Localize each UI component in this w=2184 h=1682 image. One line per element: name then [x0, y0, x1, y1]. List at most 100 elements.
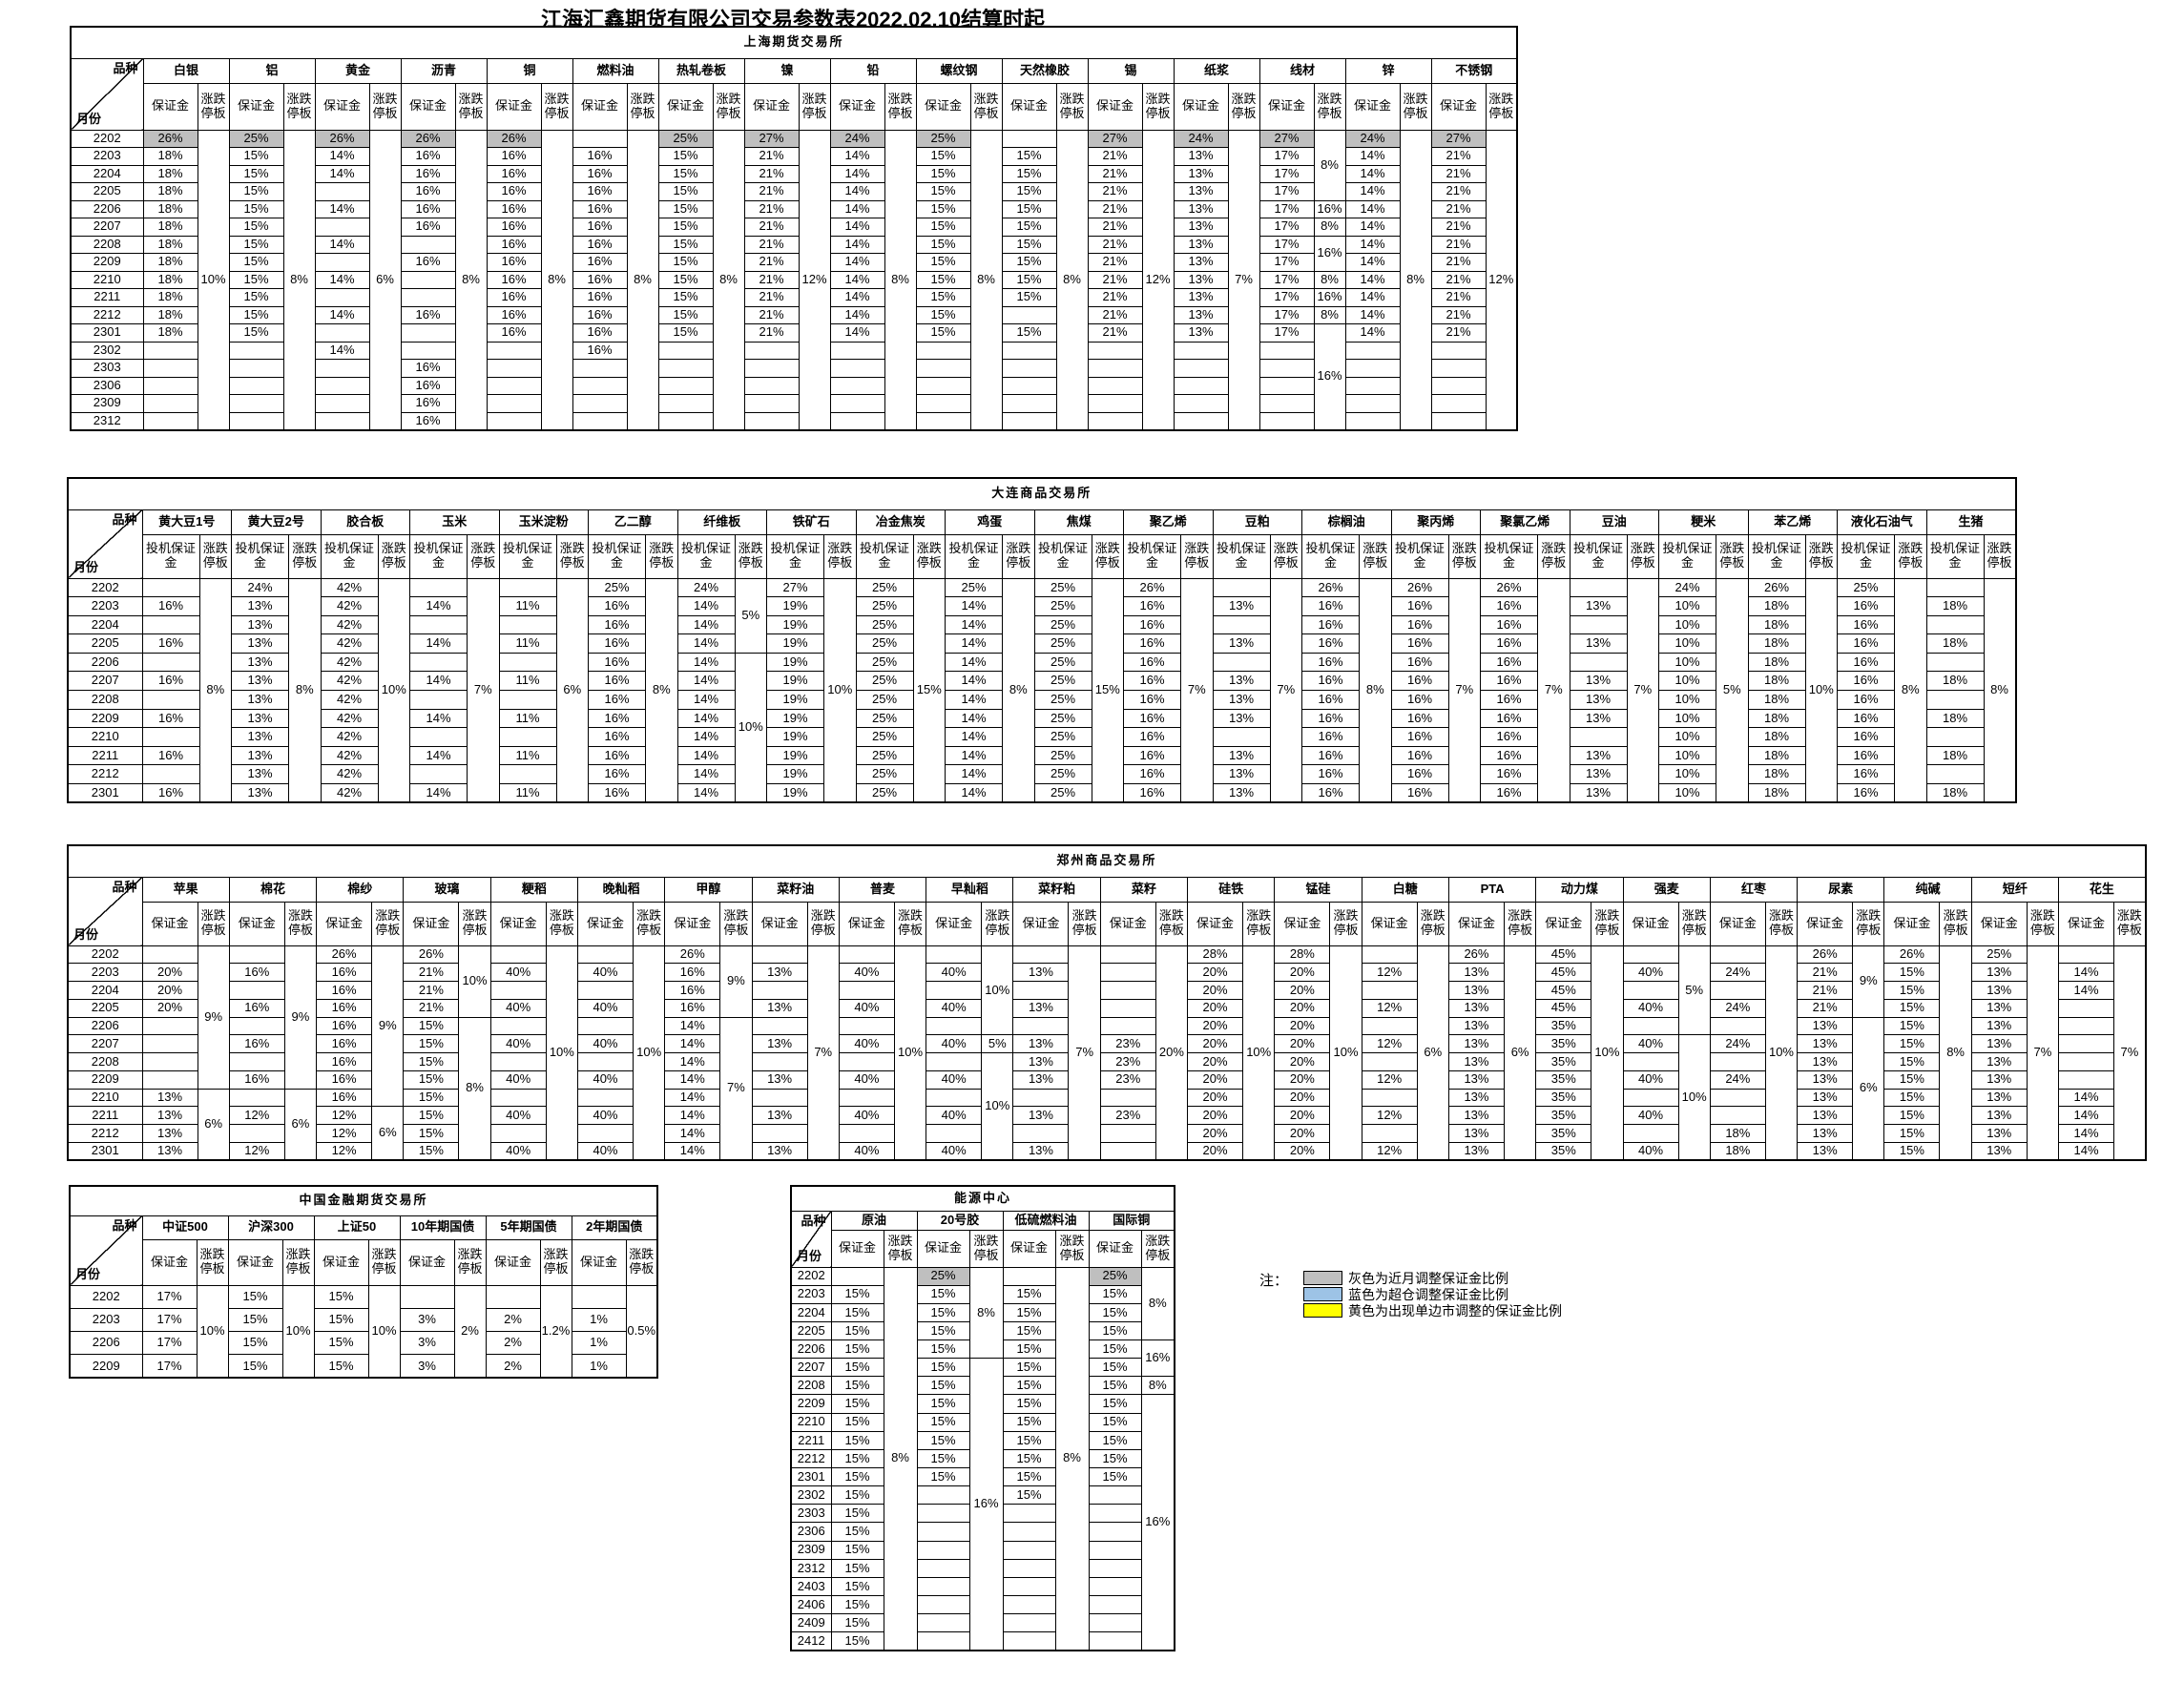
margin-cell: [1344, 394, 1401, 413]
limit-cell: 8%: [1399, 129, 1432, 430]
margin-cell: [498, 577, 557, 598]
table-cffex: 中国金融期货交易所 品种 月份 中证500 沪深300 上证50 10年期国债 5年期国债 2年…: [69, 1185, 658, 1380]
margin-cell: 45%: [1535, 981, 1592, 1000]
margin-cell: 14%: [2058, 1088, 2115, 1108]
limit-header: 涨跌停板: [1091, 533, 1124, 579]
margin-cell: [228, 394, 284, 413]
margin-cell: 13%: [1012, 998, 1070, 1018]
margin-cell: 16%: [400, 182, 456, 201]
limit-header: 涨跌停板: [806, 901, 840, 946]
margin-cell: [1622, 1124, 1679, 1143]
margin-cell: 13%: [1173, 199, 1229, 218]
margin-cell: 18%: [142, 235, 198, 254]
margin-cell: 42%: [320, 614, 379, 635]
margin-cell: 20%: [1274, 1034, 1331, 1053]
limit-cell: 6%: [1852, 1016, 1885, 1161]
margin-cell: 16%: [486, 288, 542, 307]
limit-header: 涨跌停板: [1677, 901, 1711, 946]
margin-cell: 14%: [2058, 1124, 2115, 1143]
margin-cell: 13%: [1212, 633, 1271, 654]
commodity-name: 棉花: [228, 876, 318, 903]
margin-cell: 15%: [1001, 235, 1057, 254]
margin-cell: [1099, 981, 1156, 1000]
margin-header: 保证金: [1001, 82, 1057, 131]
margin-cell: 26%: [1123, 577, 1181, 598]
margin-cell: 25%: [1033, 690, 1092, 710]
margin-cell: 15%: [916, 1302, 970, 1322]
margin-cell: 15%: [1002, 1394, 1056, 1414]
month-cell: 2303: [790, 1504, 832, 1524]
margin-cell: 14%: [2058, 1141, 2115, 1161]
margin-cell: [838, 981, 895, 1000]
margin-cell: 15%: [228, 288, 284, 307]
month-cell: 2208: [67, 1052, 143, 1071]
margin-cell: 16%: [1480, 690, 1538, 710]
margin-header: 保证金: [485, 1238, 541, 1286]
limit-header: 涨跌停板: [283, 901, 318, 946]
margin-cell: 11%: [498, 745, 557, 766]
margin-cell: 19%: [766, 708, 824, 729]
margin-cell: 14%: [1344, 253, 1401, 272]
margin-cell: 40%: [489, 1034, 547, 1053]
margin-cell: [1622, 945, 1679, 965]
margin-cell: [498, 690, 557, 710]
margin-cell: 13%: [1447, 981, 1505, 1000]
margin-cell: 13%: [1212, 596, 1271, 616]
margin-cell: [743, 394, 800, 413]
margin-cell: 13%: [141, 1106, 198, 1125]
margin-cell: 14%: [314, 305, 370, 324]
legend-label: 灰色为近月调整保证金比例: [1348, 1270, 1508, 1286]
margin-cell: [489, 945, 547, 965]
margin-cell: 14%: [314, 164, 370, 183]
margin-cell: 13%: [1797, 1124, 1854, 1143]
margin-cell: 15%: [228, 305, 284, 324]
margin-cell: 15%: [1002, 1485, 1056, 1505]
margin-cell: 40%: [838, 1069, 895, 1090]
corner-variety-label: 品种: [801, 1213, 826, 1228]
margin-cell: 16%: [1301, 690, 1360, 710]
margin-cell: 12%: [1361, 1069, 1418, 1090]
margin-cell: [1087, 394, 1143, 413]
limit-header: 涨跌停板: [1537, 533, 1570, 579]
margin-cell: 13%: [1797, 1069, 1854, 1090]
limit-header: 涨跌停板: [1180, 533, 1214, 579]
limit-cell: 16%: [1313, 323, 1346, 430]
margin-cell: 16%: [572, 253, 628, 272]
month-cell: 2207: [790, 1358, 832, 1378]
limit-header: 涨跌停板: [719, 901, 753, 946]
margin-cell: 40%: [576, 1034, 634, 1053]
margin-cell: [400, 270, 456, 289]
margin-cell: 42%: [320, 596, 379, 616]
margin-cell: 21%: [743, 218, 800, 237]
margin-cell: 14%: [2058, 963, 2115, 982]
margin-cell: 13%: [1447, 1106, 1505, 1125]
margin-cell: 14%: [676, 727, 736, 747]
margin-cell: [915, 411, 971, 430]
margin-cell: 16%: [664, 963, 721, 982]
margin-cell: 21%: [403, 981, 460, 1000]
margin-cell: 16%: [400, 218, 456, 237]
margin-cell: 15%: [657, 199, 714, 218]
margin-cell: 14%: [2058, 981, 2115, 1000]
margin-header: 保证金: [141, 1238, 198, 1286]
margin-cell: 20%: [1187, 998, 1244, 1018]
margin-cell: [1002, 1576, 1056, 1597]
margin-cell: [1361, 1124, 1418, 1143]
commodity-name: 硅铁: [1187, 876, 1276, 903]
margin-cell: 20%: [1187, 1069, 1244, 1090]
margin-cell: 21%: [1087, 199, 1143, 218]
margin-cell: 16%: [316, 1034, 373, 1053]
margin-cell: 17%: [1258, 147, 1315, 166]
margin-cell: 17%: [1258, 218, 1315, 237]
margin-cell: [1925, 764, 1985, 785]
margin-cell: 10%: [1658, 745, 1716, 766]
margin-cell: 18%: [1747, 614, 1806, 635]
limit-cell: 6%: [1503, 945, 1537, 1161]
margin-cell: 40%: [838, 1106, 895, 1125]
margin-cell: 18%: [142, 288, 198, 307]
margin-header: 保证金: [572, 82, 628, 131]
margin-cell: [1622, 981, 1679, 1000]
margin-cell: 15%: [657, 182, 714, 201]
commodity-name: 鸡蛋: [945, 509, 1035, 535]
month-cell: 2207: [70, 218, 144, 237]
